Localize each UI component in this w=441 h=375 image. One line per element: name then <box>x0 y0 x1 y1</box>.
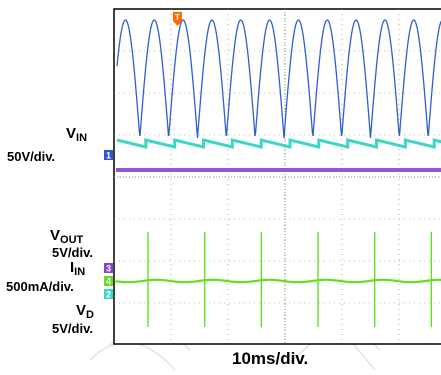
vout-label: VOUT <box>50 227 84 246</box>
vin-trace <box>116 19 441 139</box>
svg-text:1: 1 <box>106 151 111 161</box>
ch4-marker: 4 <box>104 276 113 287</box>
iin-label: IIN <box>70 259 86 278</box>
svg-text:4: 4 <box>106 277 111 287</box>
ch3-marker: 3 <box>104 263 113 274</box>
trigger-marker: T <box>173 12 182 26</box>
vout-scale: 5V/div. <box>52 245 93 260</box>
vin-label: VIN <box>66 125 88 144</box>
ch1-marker: 1 <box>104 150 113 161</box>
iin-scale: 500mA/div. <box>6 279 74 294</box>
time-scale-label: 10ms/div. <box>232 349 309 368</box>
vd-label: VD <box>76 302 94 321</box>
vd-scale: 5V/div. <box>52 321 93 336</box>
svg-text:3: 3 <box>106 264 111 274</box>
channel-markers: 1 3 4 2 T <box>104 12 182 300</box>
vd-trace <box>116 138 441 149</box>
vout-trace <box>116 168 441 172</box>
svg-text:T: T <box>175 13 180 22</box>
iin-trace <box>114 278 441 284</box>
graticule <box>114 9 441 344</box>
svg-text:2: 2 <box>106 290 111 300</box>
vin-scale: 50V/div. <box>7 149 56 164</box>
ch2-marker: 2 <box>104 289 113 300</box>
traces <box>114 19 441 327</box>
